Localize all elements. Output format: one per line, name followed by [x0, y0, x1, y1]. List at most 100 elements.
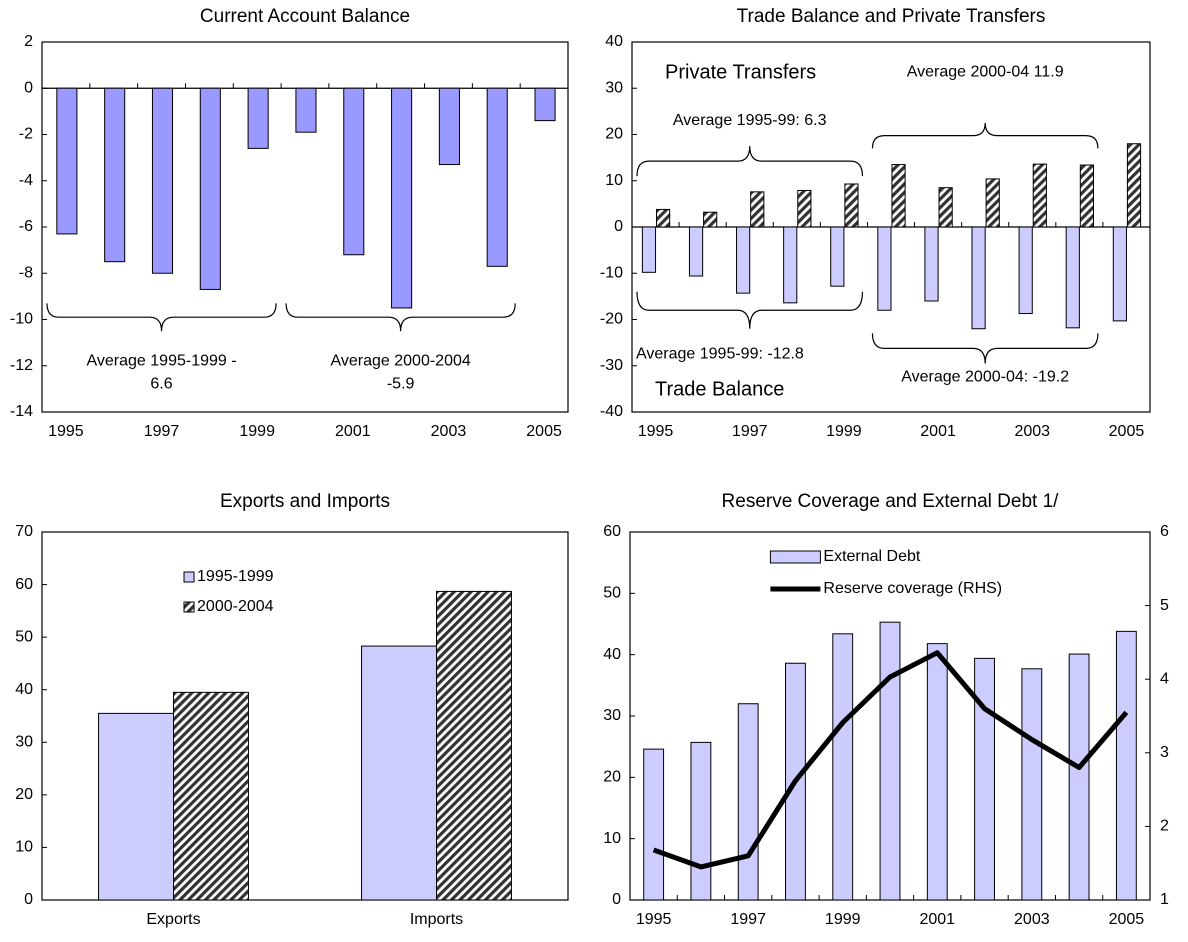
y-tick-label: -30	[600, 357, 623, 374]
y2-tick-label: 2	[1160, 818, 1169, 835]
x-tick-label: 2001	[920, 423, 956, 440]
annotation: 6.6	[150, 375, 172, 392]
bar	[688, 226, 704, 277]
legend-swatch	[183, 601, 195, 613]
bar	[971, 226, 986, 330]
bar	[703, 211, 718, 228]
y2-tick-label: 4	[1160, 670, 1169, 687]
bar	[104, 87, 126, 263]
bar	[56, 87, 78, 235]
bar	[199, 87, 221, 290]
bar	[1126, 143, 1142, 228]
bar	[926, 643, 948, 901]
bar	[361, 645, 438, 901]
x-tick-label: 2005	[1109, 423, 1145, 440]
y2-tick-label: 5	[1160, 597, 1169, 614]
y-tick-label: -6	[19, 218, 33, 235]
y-tick-label: 10	[603, 830, 621, 847]
bar	[641, 226, 657, 273]
y-tick-label: 0	[614, 218, 623, 235]
y-tick-label: 50	[15, 628, 33, 645]
annotation: Average 2000-04: -19.2	[901, 369, 1069, 386]
x-tick-label: 1995	[636, 911, 672, 928]
x-tick-label: 2001	[919, 911, 955, 928]
y-tick-label: -20	[600, 311, 623, 328]
legend-label: Reserve coverage (RHS)	[823, 580, 1002, 597]
annotation: Average 2000-2004	[331, 352, 471, 369]
y-tick-label: -8	[19, 264, 33, 281]
bar	[295, 87, 317, 133]
x-tick-label: Imports	[410, 911, 463, 928]
legend-label: 2000-2004	[197, 598, 274, 615]
bar	[1032, 163, 1047, 228]
x-tick-label: 2003	[431, 423, 467, 440]
y-tick-label: 30	[605, 79, 623, 96]
y-tick-label: -40	[600, 403, 623, 420]
chart-title: Reserve Coverage and External Debt 1/	[722, 491, 1060, 512]
plot-frame	[41, 531, 569, 901]
bar	[783, 226, 798, 304]
y-tick-label: -10	[10, 311, 33, 328]
bar	[391, 87, 413, 309]
x-tick-label: 1997	[144, 423, 180, 440]
y-tick-label: 40	[605, 33, 623, 50]
x-tick-label: 1995	[48, 423, 84, 440]
y-tick-label: 2	[24, 33, 33, 50]
x-tick-label: 2003	[1014, 423, 1050, 440]
bar	[1021, 668, 1043, 901]
bar	[343, 87, 365, 256]
annotation: -5.9	[387, 375, 415, 392]
x-tick-label: 2005	[526, 423, 562, 440]
annotation: Average 1995-99: -12.8	[636, 345, 804, 362]
brace	[871, 122, 1099, 149]
x-tick-label: 1997	[730, 911, 766, 928]
bar	[1018, 226, 1033, 314]
y-tick-label: 40	[15, 681, 33, 698]
y2-tick-label: 1	[1160, 891, 1169, 908]
bar	[985, 178, 1000, 228]
chart-title: Current Account Balance	[200, 6, 410, 27]
legend-swatch	[183, 571, 195, 583]
y-tick-label: 30	[603, 707, 621, 724]
y-tick-label: 20	[603, 769, 621, 786]
bar	[1065, 226, 1080, 329]
x-tick-label: 1997	[732, 423, 768, 440]
legend-label: External Debt	[823, 548, 920, 565]
bar	[924, 226, 939, 302]
bar	[974, 657, 995, 901]
brace	[46, 303, 277, 332]
annotation: Average 1995-99: 6.3	[673, 112, 827, 129]
x-tick-label: 1995	[638, 423, 674, 440]
y2-tick-label: 3	[1160, 744, 1169, 761]
bar	[1112, 226, 1127, 322]
y-tick-label: 0	[24, 891, 33, 908]
bar	[750, 191, 765, 228]
chart-title: Exports and Imports	[220, 491, 390, 512]
bar	[438, 87, 460, 166]
x-tick-label: 2005	[1109, 911, 1145, 928]
y2-tick-label: 6	[1160, 523, 1169, 540]
y-tick-label: 50	[603, 585, 621, 602]
x-tick-label: 1999	[826, 423, 862, 440]
bar	[877, 226, 892, 311]
y-tick-label: -2	[19, 126, 33, 143]
y-tick-label: 30	[15, 734, 33, 751]
bar	[173, 691, 249, 901]
y-tick-label: 20	[605, 126, 623, 143]
bar	[1068, 653, 1090, 901]
bar	[938, 187, 953, 228]
brace	[636, 291, 864, 329]
y-tick-label: 10	[15, 839, 33, 856]
bar	[1115, 630, 1137, 901]
annotation: Average 1995-1999 -	[87, 352, 237, 369]
brace	[636, 146, 864, 177]
series-label: Trade Balance	[655, 378, 784, 400]
bar	[151, 87, 174, 274]
y-tick-label: 20	[15, 786, 33, 803]
series-label: Private Transfers	[665, 61, 816, 83]
bar	[247, 87, 269, 149]
y-tick-label: 70	[15, 523, 33, 540]
x-tick-label: 2001	[335, 423, 371, 440]
